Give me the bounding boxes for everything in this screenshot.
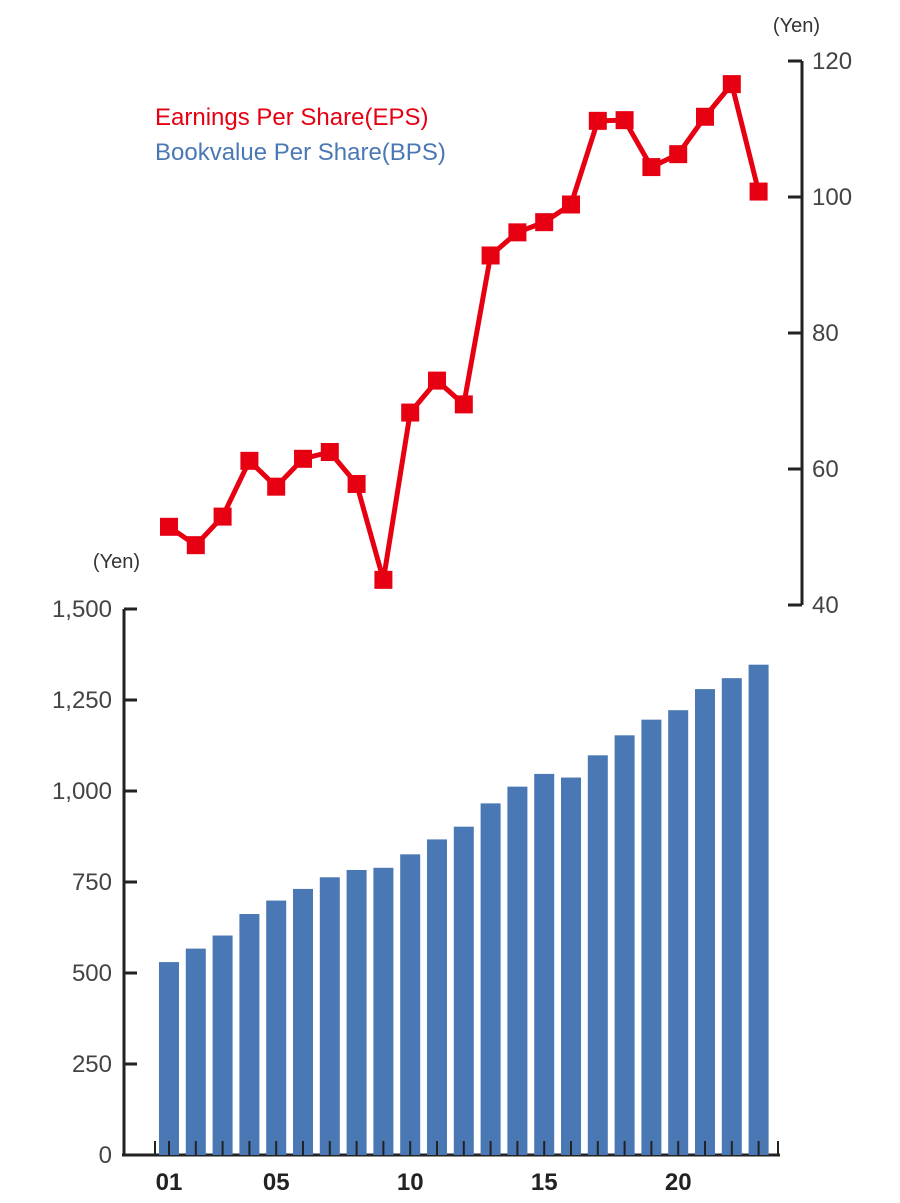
eps-y-tick-label: 60: [812, 456, 839, 483]
bps-bar: [695, 689, 715, 1155]
bps-bar: [561, 777, 581, 1155]
eps-point: [347, 474, 366, 493]
bps-bar: [427, 839, 447, 1155]
eps-point: [722, 75, 741, 94]
bps-bar: [400, 854, 421, 1155]
bps-bar: [319, 877, 340, 1155]
bps-bar: [373, 867, 394, 1155]
eps-point: [696, 107, 714, 126]
bps-bar: [748, 664, 769, 1155]
bps-chart: (Yen) 0 250 500 750 1,000 1,250 1,500 01 05 10 15 2…: [52, 551, 780, 1196]
bps-bar: [453, 826, 474, 1155]
bps-unit-label: (Yen): [93, 551, 140, 573]
bps-bar: [266, 900, 287, 1155]
bps-bar: [185, 948, 206, 1155]
bps-bar: [212, 935, 233, 1155]
bps-y-tick-label: 1,000: [52, 778, 112, 805]
bps-bar: [293, 888, 313, 1155]
x-tick-label: 20: [665, 1169, 692, 1196]
bps-y-tick-label: 1,250: [52, 687, 112, 714]
x-tick-label: 10: [397, 1169, 424, 1196]
eps-point: [186, 536, 205, 555]
bps-y-tick-label: 0: [99, 1142, 112, 1169]
bps-bar: [159, 962, 179, 1155]
bps-y-tick-label: 750: [72, 869, 112, 896]
bps-y-tick-label: 1,500: [52, 596, 112, 623]
bps-bar: [239, 914, 260, 1155]
eps-y-tick-label: 80: [812, 320, 839, 347]
eps-point: [588, 111, 607, 130]
legend: Earnings Per Share(EPS) Bookvalue Per Sh…: [155, 104, 446, 166]
x-tick-label: 01: [156, 1169, 183, 1196]
x-tick-label: 15: [531, 1169, 558, 1196]
eps-point: [562, 195, 580, 214]
eps-point: [508, 223, 527, 242]
bps-bar: [721, 678, 742, 1155]
eps-point: [454, 395, 473, 414]
eps-chart: (Yen) 40 60 80 100 120: [160, 15, 852, 619]
bps-bar: [346, 869, 367, 1155]
eps-point: [401, 403, 420, 422]
eps-point: [535, 213, 554, 232]
bps-y-tick-label: 250: [72, 1051, 112, 1078]
legend-bps: Bookvalue Per Share(BPS): [155, 139, 446, 166]
eps-point: [749, 182, 768, 201]
eps-y-tick-label: 100: [812, 184, 852, 211]
bps-bar: [534, 773, 555, 1155]
eps-point: [374, 570, 393, 589]
eps-point: [213, 507, 232, 526]
eps-point: [160, 517, 178, 536]
legend-eps: Earnings Per Share(EPS): [155, 104, 428, 131]
bps-bar: [668, 710, 689, 1155]
eps-y-tick-label: 40: [812, 592, 839, 619]
eps-point: [267, 477, 286, 496]
x-tick-label: 05: [263, 1169, 290, 1196]
eps-point: [615, 111, 634, 130]
eps-point: [320, 443, 339, 461]
eps-point: [240, 451, 259, 470]
bps-bar: [507, 786, 528, 1155]
eps-point: [669, 145, 688, 164]
eps-point: [642, 158, 661, 177]
bps-y-tick-label: 500: [72, 960, 112, 987]
bps-bar: [614, 735, 635, 1155]
eps-point: [481, 246, 500, 265]
bps-bar: [641, 719, 662, 1155]
eps-unit-label: (Yen): [773, 15, 820, 37]
eps-y-tick-label: 120: [812, 48, 852, 75]
eps-point: [294, 449, 312, 468]
bps-bar: [480, 803, 501, 1155]
bps-bar: [587, 755, 608, 1155]
eps-point: [428, 371, 446, 390]
